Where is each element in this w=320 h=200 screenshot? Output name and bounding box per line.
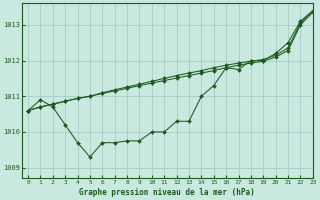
X-axis label: Graphe pression niveau de la mer (hPa): Graphe pression niveau de la mer (hPa) xyxy=(79,188,255,197)
